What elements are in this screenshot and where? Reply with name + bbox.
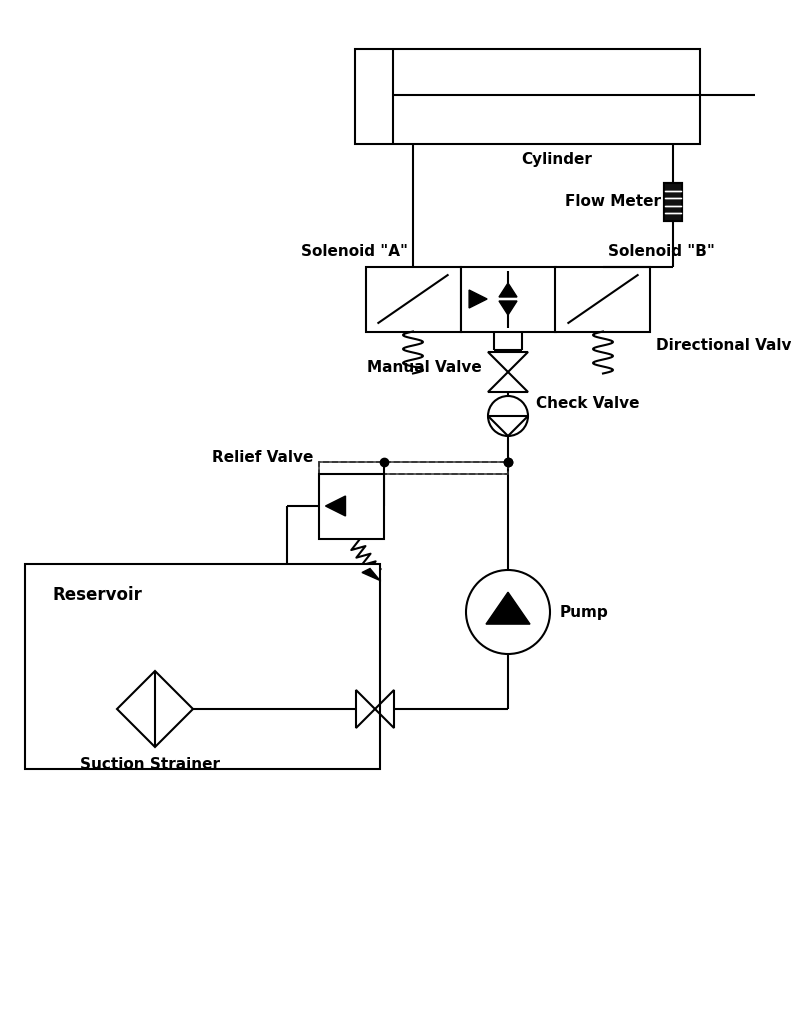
Polygon shape [362,568,380,581]
Text: Solenoid "B": Solenoid "B" [608,244,715,258]
Text: Solenoid "A": Solenoid "A" [301,244,408,258]
Polygon shape [486,592,530,624]
Text: Reservoir: Reservoir [53,586,143,604]
Text: Check Valve: Check Valve [536,396,639,411]
Bar [664,183,682,221]
Polygon shape [499,301,517,315]
Bar [320,462,508,473]
Text: Directional Valve: Directional Valve [657,338,791,352]
Text: Relief Valve: Relief Valve [212,451,313,466]
Bar [365,266,460,332]
Bar [320,462,508,473]
Bar [664,183,682,221]
Text: Pump: Pump [560,604,609,620]
Bar [460,266,555,332]
Polygon shape [326,496,346,516]
Text: Manual Valve: Manual Valve [367,359,482,375]
Text: Cylinder: Cylinder [521,152,592,167]
Bar [555,266,650,332]
Text: Suction Strainer: Suction Strainer [80,757,220,772]
Polygon shape [499,283,517,297]
Bar [355,49,700,144]
Bar [25,564,380,769]
Text: Flow Meter: Flow Meter [565,195,661,210]
Polygon shape [469,290,487,308]
Bar [320,473,384,539]
